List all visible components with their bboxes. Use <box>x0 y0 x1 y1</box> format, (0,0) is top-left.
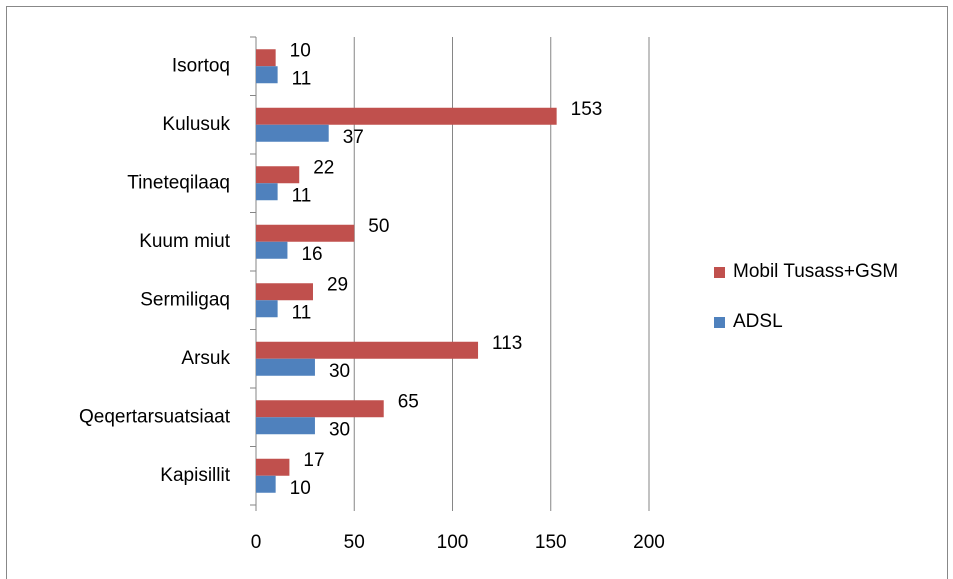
data-label: 37 <box>343 127 364 148</box>
legend-swatch <box>714 317 725 328</box>
x-tick-label: 50 <box>344 532 365 553</box>
data-label: 10 <box>290 40 311 61</box>
data-label: 11 <box>292 302 312 323</box>
bar <box>256 107 557 125</box>
data-label: 17 <box>303 450 324 471</box>
bar <box>256 358 315 376</box>
bar <box>256 183 278 201</box>
y-tick-label: Kulusuk <box>162 114 230 135</box>
bar <box>256 475 276 493</box>
data-label: 30 <box>329 361 350 382</box>
bar <box>256 458 290 476</box>
y-tick-label: Qeqertarsuatsiaat <box>79 406 231 427</box>
x-tick-label: 0 <box>251 532 262 553</box>
data-label: 30 <box>329 419 350 440</box>
bar <box>256 341 479 359</box>
data-label: 22 <box>313 157 334 178</box>
bar <box>256 49 276 67</box>
data-label: 29 <box>327 274 348 295</box>
y-tick-label: Sermiligaq <box>140 289 230 310</box>
bar <box>256 300 278 318</box>
bar <box>256 241 288 259</box>
data-label: 113 <box>492 333 522 354</box>
legend-label: Mobil Tusass+GSM <box>733 261 898 282</box>
data-label: 11 <box>292 68 312 89</box>
bar <box>256 400 384 418</box>
chart-frame <box>6 6 948 579</box>
x-tick-label: 150 <box>535 532 567 553</box>
y-tick-label: Isortoq <box>172 55 230 76</box>
bar <box>256 417 315 435</box>
data-label: 65 <box>398 391 419 412</box>
bar <box>256 124 329 142</box>
y-tick-label: Tineteqilaaq <box>127 172 230 193</box>
legend-label: ADSL <box>733 311 783 332</box>
data-label: 153 <box>571 99 603 120</box>
data-label: 50 <box>368 216 389 237</box>
y-tick-label: Arsuk <box>181 348 230 369</box>
y-tick-label: Kuum miut <box>139 231 231 252</box>
bar <box>256 66 278 84</box>
bar <box>256 224 355 242</box>
y-tick-label: Kapisillit <box>160 465 230 486</box>
data-label: 16 <box>301 244 322 265</box>
data-label: 10 <box>290 478 311 499</box>
data-label: 11 <box>292 185 312 206</box>
legend-swatch <box>714 267 725 278</box>
x-tick-label: 100 <box>437 532 469 553</box>
bar <box>256 166 300 184</box>
x-tick-label: 200 <box>633 532 665 553</box>
bar <box>256 283 313 301</box>
